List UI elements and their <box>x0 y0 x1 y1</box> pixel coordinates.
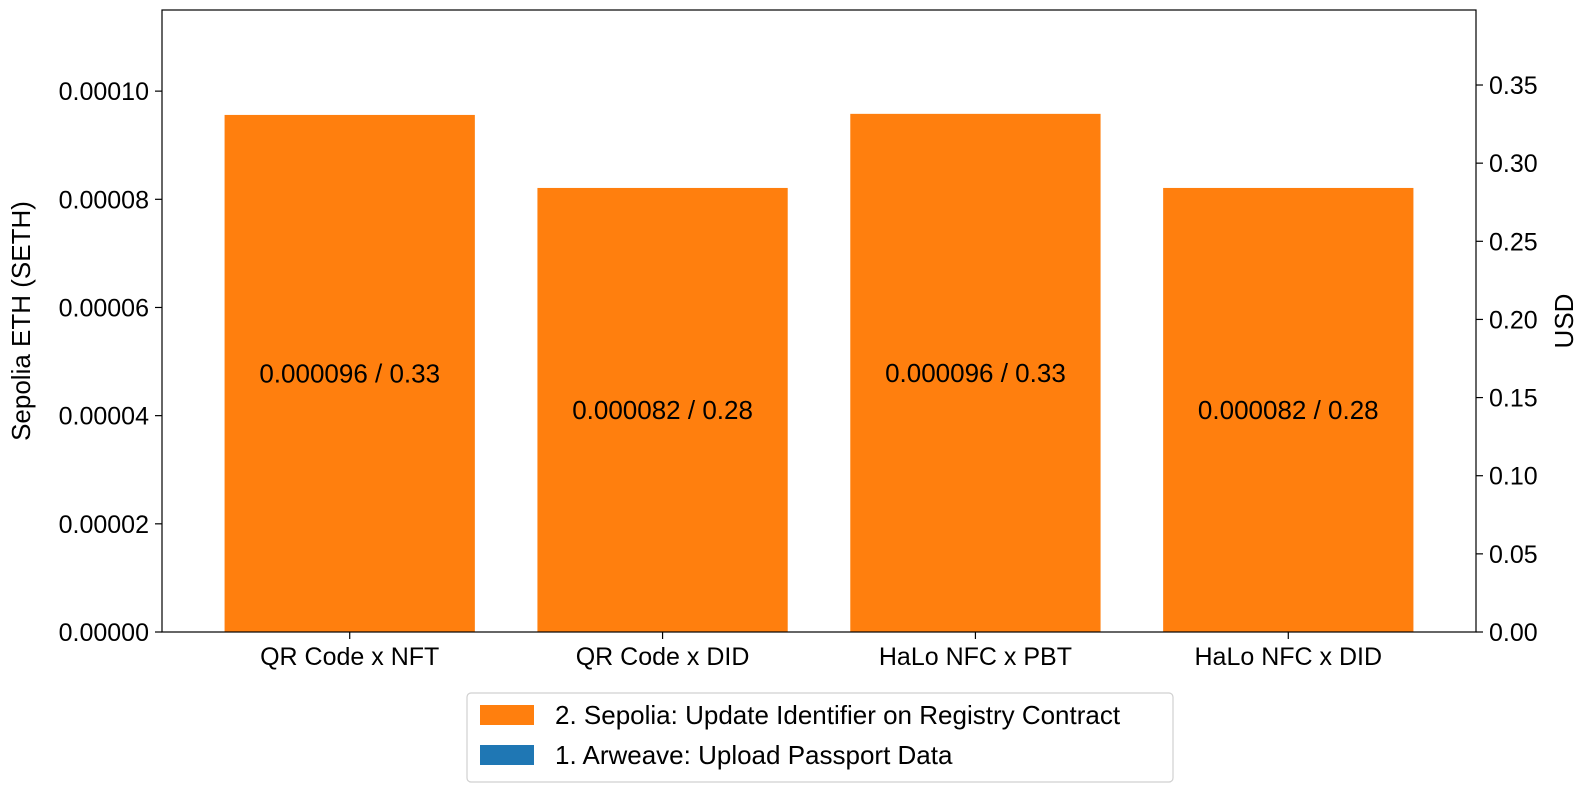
bar-series2-1 <box>224 114 475 632</box>
x-tick-label: QR Code x NFT <box>260 643 439 671</box>
y-tick-label: 0.00002 <box>59 511 149 539</box>
bar-labels-group: 0.000096 / 0.33 0.000082 / 0.28 0.000096 /… <box>259 358 1378 425</box>
x-tick-label: QR Code x DID <box>576 643 750 671</box>
y-tick-label: 0.00004 <box>59 403 149 431</box>
left-y-axis: 0.00000 0.00002 0.00004 0.00006 0.00008 0.000… <box>59 78 162 647</box>
legend-label-2: 1. Arweave: Upload Passport Data <box>555 740 953 770</box>
legend-label-1: 2. Sepolia: Update Identifier on Registr… <box>555 700 1121 730</box>
plot-frame <box>161 9 1477 633</box>
bars-group <box>224 113 1414 633</box>
legend-swatch-1 <box>480 705 534 725</box>
left-y-axis-label: Sepolia ETH (SETH) <box>6 201 36 441</box>
y-tick-label: 0.00010 <box>59 78 149 106</box>
bar-data-label: 0.000082 / 0.28 <box>1198 395 1379 425</box>
y2-tick-label: 0.25 <box>1489 228 1538 256</box>
bar-data-label: 0.000096 / 0.33 <box>885 358 1066 388</box>
y2-tick-label: 0.15 <box>1489 385 1538 413</box>
legend: 2. Sepolia: Update Identifier on Registr… <box>466 692 1174 783</box>
y2-tick-label: 0.10 <box>1489 463 1538 491</box>
bar-data-label: 0.000082 / 0.28 <box>572 395 753 425</box>
y2-tick-label: 0.20 <box>1489 306 1538 334</box>
bar-series2-3 <box>850 113 1101 633</box>
y-tick-label: 0.00006 <box>59 294 149 322</box>
y2-tick-label: 0.35 <box>1489 72 1538 100</box>
y-tick-label: 0.00008 <box>59 186 149 214</box>
bar-data-label: 0.000096 / 0.33 <box>259 358 440 388</box>
legend-swatch-2 <box>480 745 534 765</box>
bar-series2-2 <box>537 187 788 632</box>
x-tick-label: HaLo NFC x PBT <box>879 643 1072 671</box>
y2-tick-label: 0.00 <box>1489 619 1538 647</box>
y-tick-label: 0.00000 <box>59 619 149 647</box>
y2-tick-label: 0.30 <box>1489 150 1538 178</box>
right-y-axis-label: USD <box>1549 294 1579 349</box>
right-y-axis: 0.00 0.05 0.10 0.15 0.20 0.25 0.30 0.35 <box>1476 72 1538 647</box>
legend-frame <box>466 692 1174 783</box>
x-axis: QR Code x NFT QR Code x DID HaLo NFC x PBT… <box>260 632 1382 671</box>
bar-series2-4 <box>1163 187 1414 632</box>
y2-tick-label: 0.05 <box>1489 541 1538 569</box>
x-tick-label: HaLo NFC x DID <box>1195 643 1383 671</box>
